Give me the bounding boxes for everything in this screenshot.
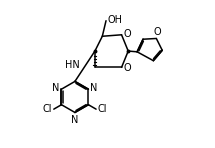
Text: N: N: [90, 83, 98, 93]
Text: Cl: Cl: [43, 104, 52, 114]
Text: O: O: [123, 63, 131, 73]
Text: N: N: [52, 83, 60, 93]
Text: Cl: Cl: [98, 104, 107, 114]
Text: HN: HN: [65, 60, 80, 70]
Text: N: N: [71, 115, 79, 125]
Text: O: O: [153, 27, 161, 37]
Text: O: O: [123, 29, 131, 39]
Text: OH: OH: [108, 15, 123, 25]
